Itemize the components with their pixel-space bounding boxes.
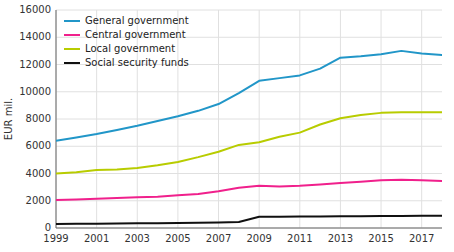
y-tick-label: 16000 — [19, 4, 51, 15]
grid-line-x — [299, 10, 300, 228]
y-axis-label: EUR mil. — [3, 98, 14, 140]
x-tick-label: 2009 — [246, 233, 271, 244]
x-tick-label: 2003 — [125, 233, 150, 244]
legend: General government Central government Loca… — [64, 15, 189, 68]
x-tick-label: 2017 — [409, 233, 434, 244]
x-tick-label: 2001 — [84, 233, 109, 244]
grid-line-x — [56, 10, 57, 228]
x-axis-line — [56, 228, 442, 229]
x-tick-label: 2011 — [287, 233, 312, 244]
legend-swatch — [64, 34, 80, 36]
y-axis-line — [56, 10, 57, 228]
x-tick-label: 2013 — [328, 233, 353, 244]
grid-line-y — [56, 119, 442, 120]
chart: 0 2000 4000 6000 8000 10000 12000 14000 16000 199… — [0, 0, 454, 252]
x-tick-label: 1999 — [43, 233, 68, 244]
y-tick-label: 8000 — [26, 113, 51, 124]
grid-line-x — [381, 10, 382, 228]
legend-swatch — [64, 62, 80, 64]
series-line — [56, 216, 442, 224]
legend-label: General government — [85, 15, 189, 26]
grid-line-y — [56, 228, 442, 229]
legend-swatch — [64, 20, 80, 22]
grid-line-y — [56, 200, 442, 201]
grid-line-y — [56, 146, 442, 147]
legend-label: Central government — [85, 29, 186, 40]
x-tick-label: 2005 — [165, 233, 190, 244]
y-tick-label: 6000 — [26, 140, 51, 151]
y-tick-label: 10000 — [19, 86, 51, 97]
grid-line-y — [56, 10, 442, 11]
series-line — [56, 112, 442, 173]
legend-label: Social security funds — [85, 57, 189, 68]
axes: 0 2000 4000 6000 8000 10000 12000 14000 16000 199… — [3, 4, 442, 244]
grid-line-y — [56, 91, 442, 92]
y-tick-label: 14000 — [19, 31, 51, 42]
y-tick-label: 2000 — [26, 195, 51, 206]
x-tick-label: 2015 — [368, 233, 393, 244]
grid — [56, 10, 442, 228]
grid-line-x — [421, 10, 422, 228]
grid-line-x — [259, 10, 260, 228]
y-tick-label: 0 — [45, 222, 51, 233]
legend-swatch — [64, 48, 80, 50]
series-group — [56, 51, 442, 224]
y-tick-label: 4000 — [26, 168, 51, 179]
legend-label: Local government — [85, 43, 175, 54]
grid-line-x — [218, 10, 219, 228]
y-tick-label: 12000 — [19, 59, 51, 70]
series-line — [56, 51, 442, 141]
series-line — [56, 180, 442, 200]
grid-line-y — [56, 173, 442, 174]
x-tick-label: 2007 — [206, 233, 231, 244]
